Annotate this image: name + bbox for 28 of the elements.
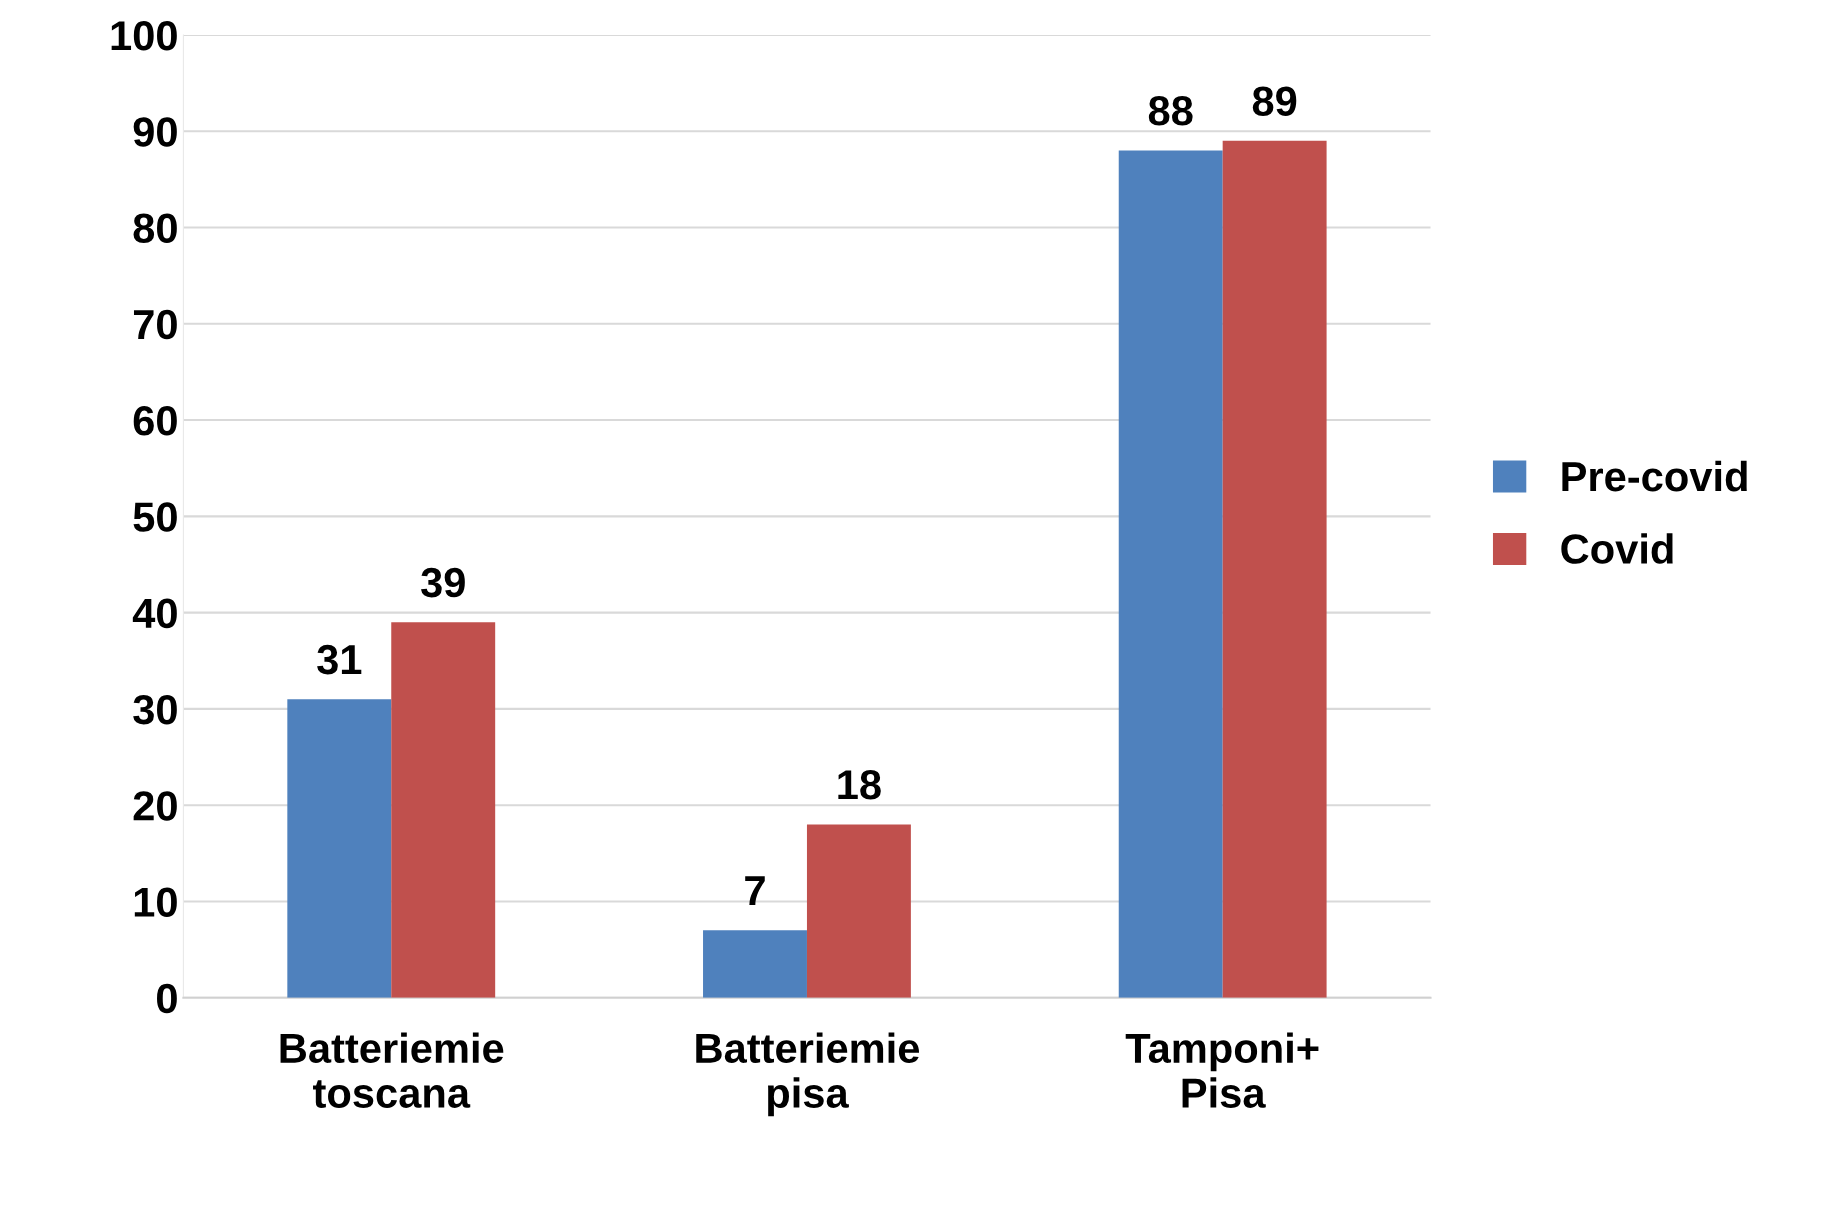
y-tick-label: 10 [134,887,177,917]
y-tick-label: 60 [133,406,177,436]
x-tick-label: Batteriemie toscana [280,1032,504,1108]
y-tick-label: 80 [133,213,177,244]
bar [1118,150,1223,998]
legend-label: Pre-covid [1562,460,1747,492]
bar [287,699,392,998]
x-tick-label: Batteriemie pisa [696,1032,920,1117]
y-tick-label: 30 [133,694,177,725]
bar [806,824,911,998]
y-tick-label: 90 [133,117,177,147]
bar [703,930,807,998]
data-label: 7 [745,876,765,906]
data-label: 31 [317,644,362,675]
bar [391,622,496,998]
x-tick-label: Tamponi+ Pisa [1125,1032,1319,1108]
data-label: 89 [1252,86,1297,116]
y-tick-label: 50 [133,502,177,532]
y-tick-label: 20 [133,791,177,821]
y-tick-label: 40 [132,598,177,629]
y-tick-label: 70 [133,309,177,340]
y-tick-label: 100 [111,20,177,51]
bar [1222,140,1327,998]
y-tick-label: 0 [157,983,177,1014]
data-label: 39 [421,567,465,598]
data-label: 18 [838,770,881,800]
legend-label: Covid [1561,533,1673,564]
data-label: 88 [1148,96,1193,126]
